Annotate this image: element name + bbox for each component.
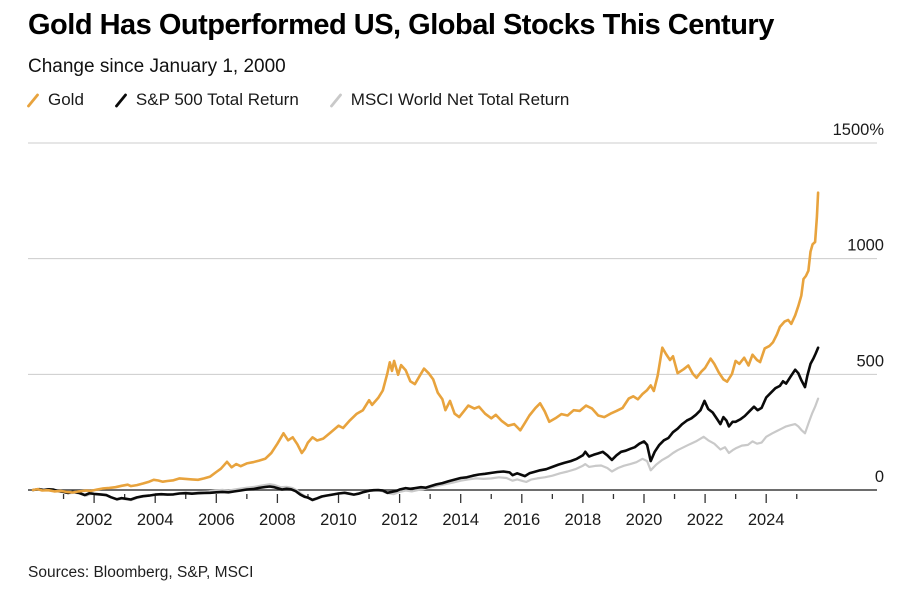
y-axis-label: 500 xyxy=(856,352,884,370)
legend-item-msci: MSCI World Net Total Return xyxy=(329,90,570,110)
x-axis-label: 2004 xyxy=(137,511,174,529)
chart-subtitle: Change since January 1, 2000 xyxy=(28,56,286,77)
x-axis-label: 2022 xyxy=(687,511,724,529)
msci-line xyxy=(31,397,820,502)
slash-icon xyxy=(329,92,343,109)
x-axis-label: 2012 xyxy=(381,511,418,529)
x-axis-label: 2024 xyxy=(748,511,785,529)
y-axis-label: 1500% xyxy=(833,121,885,139)
x-axis-label: 2008 xyxy=(259,511,296,529)
gold-line xyxy=(31,191,820,494)
legend-item-sp500: S&P 500 Total Return xyxy=(114,90,299,110)
x-axis-label: 2020 xyxy=(626,511,663,529)
x-axis-label: 2006 xyxy=(198,511,235,529)
y-axis-label: 1000 xyxy=(847,237,884,255)
x-axis-label: 2018 xyxy=(565,511,602,529)
x-axis-label: 2016 xyxy=(503,511,540,529)
sources-note: Sources: Bloomberg, S&P, MSCI xyxy=(28,564,254,581)
legend-label: S&P 500 Total Return xyxy=(135,90,299,109)
y-axis-label: 0 xyxy=(875,468,884,486)
x-axis-label: 2010 xyxy=(320,511,357,529)
legend-item-gold: Gold xyxy=(26,90,84,110)
x-axis-label: 2014 xyxy=(442,511,479,529)
legend-label: Gold xyxy=(48,90,84,109)
slash-icon xyxy=(114,92,128,109)
chart-title: Gold Has Outperformed US, Global Stocks … xyxy=(28,9,774,41)
slash-icon xyxy=(26,92,40,109)
x-axis-label: 2002 xyxy=(76,511,113,529)
chart-legend: Gold S&P 500 Total Return MSCI World Net… xyxy=(26,90,569,110)
legend-label: MSCI World Net Total Return xyxy=(350,90,570,109)
sp500-line xyxy=(31,346,820,502)
